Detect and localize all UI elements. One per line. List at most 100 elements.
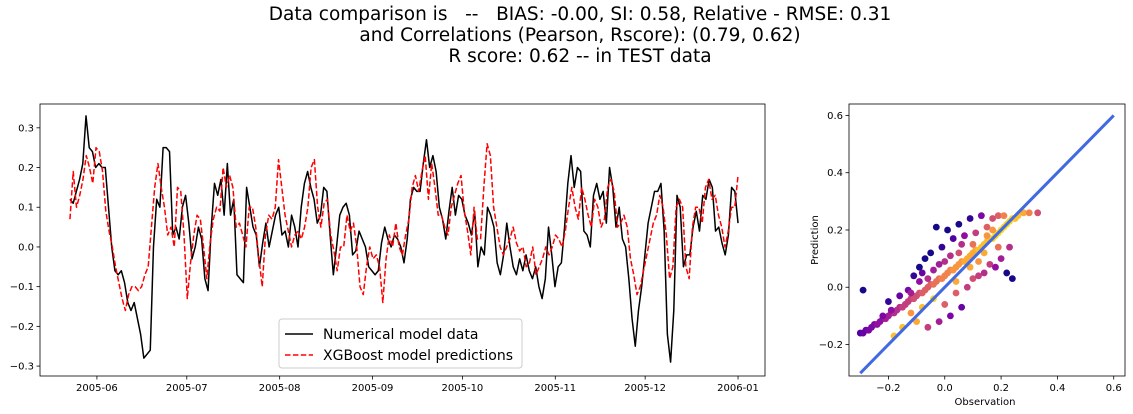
scatter-point [1006, 243, 1013, 251]
scatter-point [986, 260, 994, 268]
scatter-point [916, 263, 923, 271]
scatter-point [989, 226, 997, 234]
scatter-point [958, 303, 966, 311]
scatter-point [930, 266, 937, 274]
scatter-point [941, 301, 949, 308]
title-line-3: R score: 0.62 -- in TEST data [448, 46, 712, 67]
scatter-y-tick-label: 0.6 [827, 111, 843, 122]
scatter-point [932, 223, 940, 231]
scatter-point [896, 292, 904, 300]
scatter-point [963, 283, 971, 291]
scatter-point [907, 309, 915, 317]
scatter-point [972, 229, 980, 237]
x-tick-label: 2005-11 [534, 383, 576, 394]
scatter-point [1003, 269, 1011, 277]
scatter-point [975, 258, 982, 265]
scatter-x-tick-label: 0.4 [1049, 383, 1065, 394]
scatter-y-tick-label: −0.2 [819, 340, 843, 351]
scatter-point [969, 240, 977, 248]
y-tick-label: 0.3 [18, 123, 34, 134]
scatter-x-tick-label: 0.2 [993, 383, 1009, 394]
scatter-point [935, 260, 943, 268]
timeseries-frame [39, 103, 766, 377]
scatter-point [961, 232, 968, 240]
scatter-x-axis-label: Observation [955, 397, 1016, 408]
series-line-numerical [69, 115, 739, 363]
scatter-x-tick-label: −0.2 [876, 383, 900, 394]
scatter-point [1020, 209, 1028, 217]
scatter-point [994, 212, 1002, 220]
y-tick-label: 0.1 [18, 203, 34, 214]
y-tick-label: 0.0 [18, 242, 34, 253]
scatter-x-tick-label: 0.6 [1106, 383, 1122, 394]
scatter-point [989, 215, 997, 222]
legend-label-numerical: Numerical model data [323, 327, 478, 343]
scatter-point [935, 318, 943, 325]
scatter-point [952, 278, 960, 285]
scatter-y-tick-label: 0.4 [827, 168, 843, 179]
x-tick-label: 2005-06 [76, 383, 118, 394]
scatter-point [916, 278, 923, 285]
scatter-point [1008, 275, 1016, 283]
y-tick-label: 0.2 [18, 163, 34, 174]
timeseries-axes: 0.3 0.2 0.1 0.0 −0.1 −0.2 −0.3 2005-06 2005-07 20… [10, 103, 766, 394]
x-tick-label: 2006-01 [717, 383, 759, 394]
scatter-point [966, 263, 974, 271]
scatter-point [941, 258, 949, 265]
x-tick-label: 2005-09 [352, 383, 394, 394]
series-line-xgboost [69, 142, 739, 312]
scatter-point [983, 232, 991, 240]
title-line-1: Data comparison is -- BIAS: -0.00, SI: 0… [268, 4, 892, 25]
scatter-point [1000, 212, 1008, 220]
scatter-point [980, 249, 988, 257]
scatter-point [1034, 209, 1042, 217]
scatter-point [969, 275, 977, 283]
scatter-panel: 0.6 0.4 0.2 0.0 −0.2 −0.2 0.0 0.2 0.4 0.6 Observa… [810, 103, 1126, 408]
title-line-2: and Correlations (Pearson, Rscore): (0.7… [359, 25, 801, 46]
scatter-point [887, 306, 895, 314]
scatter-y-axis-label: Prediction [810, 215, 821, 265]
scatter-point [921, 255, 929, 263]
x-tick-label: 2005-12 [624, 383, 666, 394]
scatter-point [946, 252, 954, 260]
scatter-point [901, 301, 909, 308]
scatter-point [910, 272, 918, 280]
scatter-y-tick-label: 0.2 [827, 225, 843, 236]
x-tick-label: 2005-07 [166, 383, 208, 394]
scatter-point [955, 220, 963, 228]
x-tick-label: 2005-10 [442, 383, 484, 394]
scatter-point [997, 255, 1005, 263]
scatter-point [924, 275, 932, 283]
scatter-point [913, 318, 920, 325]
scatter-point [966, 215, 974, 222]
scatter-point [992, 263, 999, 271]
scatter-point [958, 240, 966, 248]
scatter-point [952, 289, 960, 297]
scatter-point [983, 223, 991, 231]
scatter-point [924, 323, 932, 331]
timeseries-legend: Numerical model data XGBoost model predi… [278, 318, 523, 369]
scatter-points [856, 114, 1115, 375]
scatter-point [975, 272, 982, 280]
scatter-point [938, 243, 946, 251]
identity-line [859, 114, 1115, 375]
y-tick-label: −0.2 [10, 322, 34, 333]
scatter-point [859, 286, 867, 294]
scatter-point [980, 269, 988, 277]
legend-box [278, 318, 523, 369]
scatter-point [927, 249, 935, 257]
scatter-point [907, 289, 915, 297]
scatter-point [918, 269, 926, 277]
scatter-axes: 0.6 0.4 0.2 0.0 −0.2 −0.2 0.0 0.2 0.4 0.6 [819, 103, 1126, 394]
y-tick-label: −0.3 [10, 362, 34, 373]
scatter-point [994, 243, 1002, 251]
scatter-frame [848, 103, 1126, 377]
scatter-point [949, 235, 957, 242]
scatter-y-tick-label: 0.0 [827, 283, 843, 294]
scatter-point [879, 312, 887, 320]
timeseries-plot-area [69, 115, 739, 363]
scatter-point [955, 249, 963, 257]
y-tick-label: −0.1 [10, 282, 34, 293]
timeseries-panel: 0.3 0.2 0.1 0.0 −0.1 −0.2 −0.3 2005-06 2005-07 20… [10, 103, 766, 394]
